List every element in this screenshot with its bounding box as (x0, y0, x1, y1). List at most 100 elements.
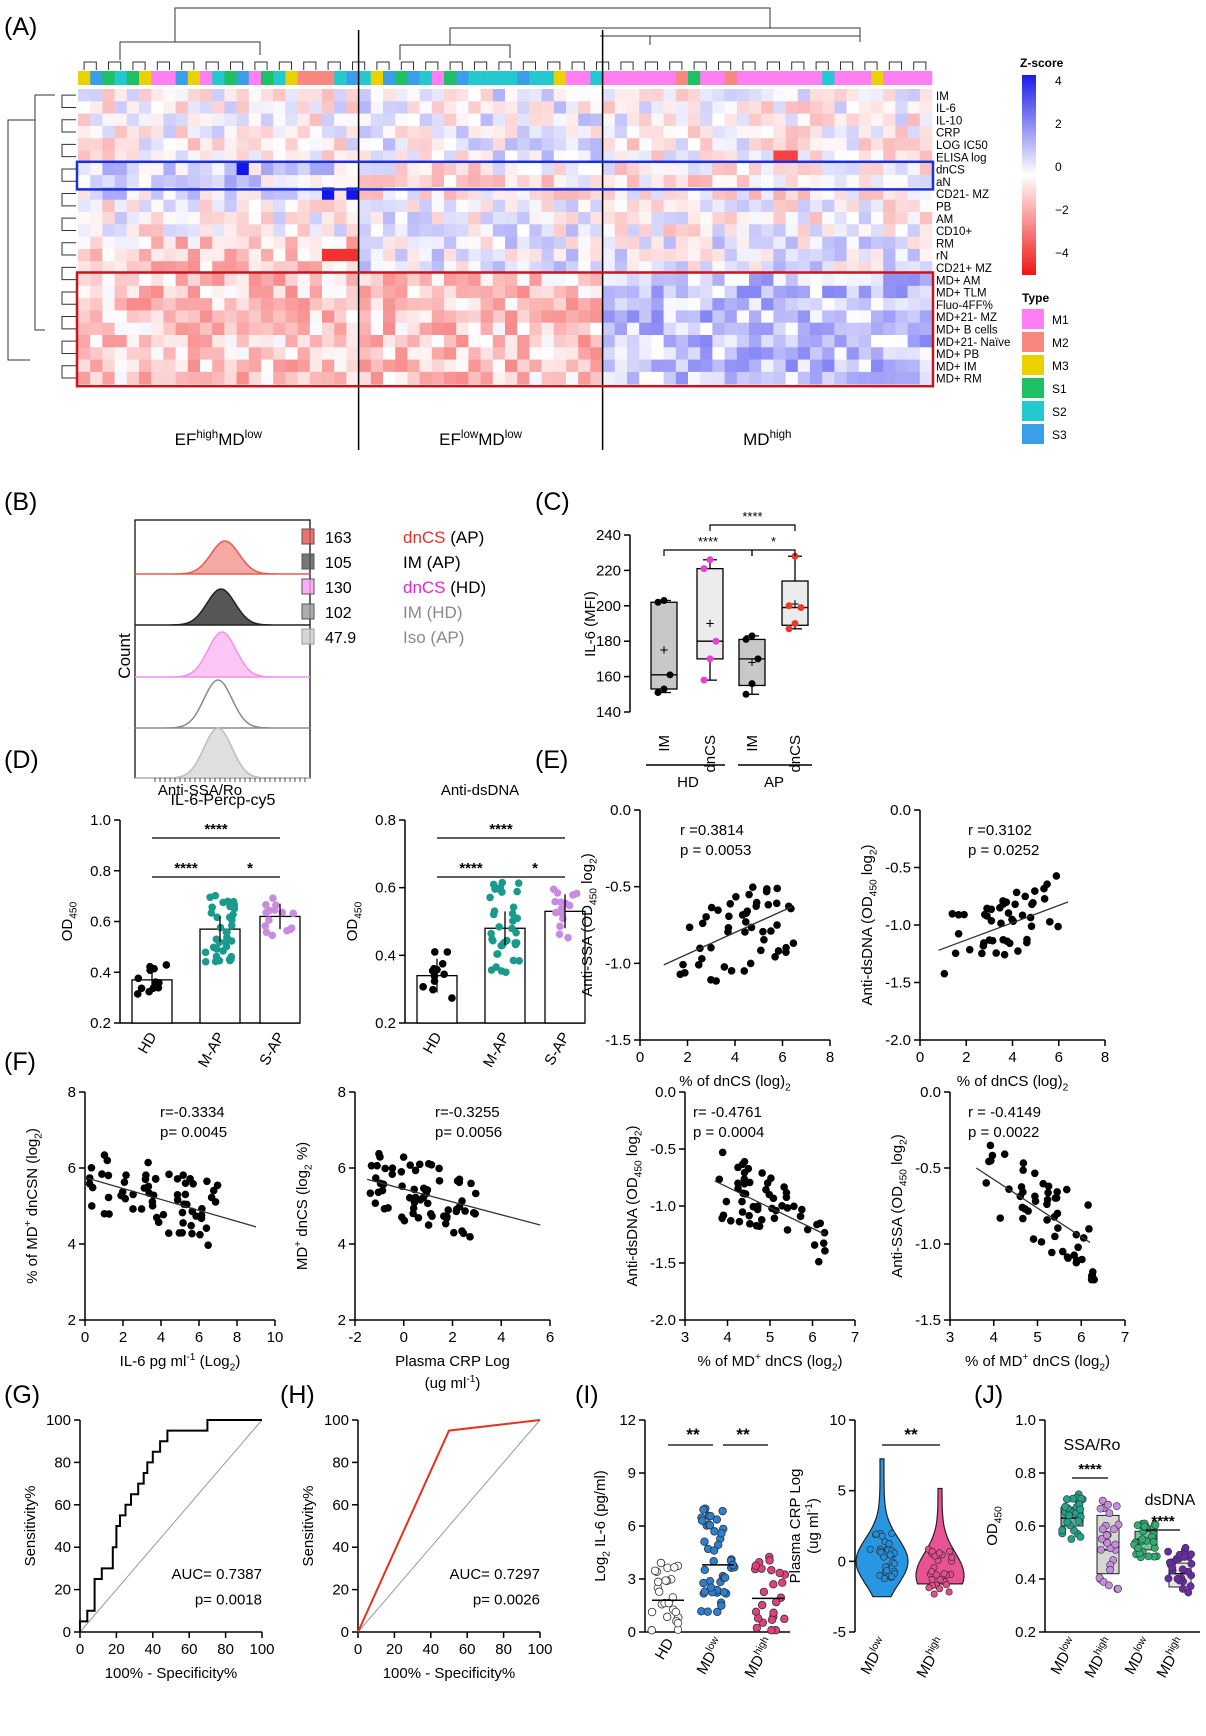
data-point (757, 1600, 767, 1610)
heatmap-cell (566, 89, 579, 102)
heatmap-cell (175, 101, 189, 114)
heatmap-cell (529, 273, 542, 287)
legend-value: 102 (325, 605, 352, 622)
y-tick-label: 40 (332, 1539, 349, 1556)
heatmap-cell (566, 273, 579, 287)
heatmap-cell (383, 212, 396, 225)
heatmap-cell (492, 248, 506, 262)
x-tick-label: 8 (233, 1329, 241, 1346)
data-point (700, 565, 708, 573)
heatmap-cell (822, 150, 835, 164)
heatmap-cell (688, 199, 701, 213)
heatmap-cell (175, 285, 189, 299)
heatmap-cell (602, 212, 616, 225)
heatmap-cell (907, 212, 921, 225)
heatmap-cell (322, 298, 335, 311)
heatmap-cell (822, 89, 835, 102)
heatmap-cell (78, 310, 91, 323)
heatmap-cell (566, 310, 579, 323)
heatmap-cell (761, 125, 774, 139)
dendrogram-branch (600, 35, 860, 45)
heatmap-cell (627, 310, 640, 323)
heatmap-cell (773, 261, 786, 274)
heatmap-cell (858, 212, 872, 225)
heatmap-cell (907, 224, 921, 237)
dendrogram-leaf (644, 61, 658, 70)
heatmap-cell (322, 261, 335, 274)
data-point (1019, 1159, 1028, 1167)
data-point (213, 913, 221, 922)
heatmap-cell (529, 125, 542, 139)
data-point (493, 884, 502, 893)
heatmap-cell (261, 236, 274, 250)
heatmap-cell (309, 322, 323, 336)
heatmap-cell (883, 322, 896, 336)
data-point (1105, 1509, 1114, 1517)
significance-label: **** (204, 821, 228, 838)
type-strip-cell (419, 71, 433, 85)
data-point (663, 1612, 672, 1622)
heatmap-cell (78, 371, 91, 385)
heatmap-cell (700, 138, 713, 151)
heatmap-cell (395, 125, 408, 139)
type-strip-cell (614, 71, 628, 85)
data-point (1004, 909, 1013, 917)
heatmap-cell (712, 212, 725, 225)
data-point (742, 918, 750, 926)
heatmap-cell (492, 175, 506, 188)
heatmap-cell (370, 273, 384, 287)
fit-line (663, 906, 793, 966)
type-strip-cell (688, 71, 701, 85)
heatmap-cell (822, 248, 835, 262)
type-strip-cell (212, 71, 225, 85)
panel-label-h: (H) (280, 1381, 315, 1409)
heatmap-cell (419, 248, 433, 262)
heatmap-cell (151, 298, 164, 311)
heatmap-cell (907, 199, 921, 213)
heatmap-cell (151, 162, 164, 176)
heatmap-cell (187, 138, 201, 151)
heatmap-cell (273, 212, 286, 225)
heatmap-cell (126, 224, 140, 237)
y-tick-label: 0.8 (375, 812, 396, 829)
x-tick-label: 60 (181, 1641, 198, 1658)
heatmap-cell (334, 212, 347, 225)
heatmap-cell (700, 236, 713, 250)
type-strip-cell (78, 71, 91, 85)
heatmap-cell (712, 359, 725, 373)
heatmap-cell (224, 138, 237, 151)
heatmap-cell (627, 273, 640, 287)
heatmap-cell (78, 236, 91, 250)
heatmap-cell (822, 335, 835, 348)
heatmap-cell (273, 335, 286, 348)
heatmap-cell (700, 199, 713, 213)
y-tick-label: 40 (54, 1539, 71, 1556)
heatmap-cell (139, 285, 152, 299)
type-strip-cell (431, 71, 445, 85)
heatmap-cell (90, 212, 103, 225)
heatmap-cell (200, 162, 213, 176)
heatmap-cell (236, 212, 250, 225)
heatmap-cell (175, 89, 189, 102)
data-point (262, 900, 270, 909)
type-strip-cell (907, 71, 921, 85)
heatmap-cell (651, 224, 664, 237)
heatmap-cell (187, 199, 201, 213)
data-point (738, 911, 747, 919)
data-point (1046, 918, 1054, 926)
heatmap-cell (175, 224, 189, 237)
heatmap-cell (114, 261, 128, 274)
dendrogram-leaf (693, 61, 707, 70)
heatmap-cell (883, 347, 896, 360)
type-strip-cell (456, 71, 469, 85)
heatmap-cell (151, 113, 164, 127)
heatmap-cell (614, 236, 628, 250)
heatmap-cell (566, 261, 579, 274)
heatmap-cell (163, 298, 176, 311)
heatmap-cell (248, 89, 262, 102)
heatmap-cell (407, 113, 420, 127)
heatmap-cell (578, 371, 591, 385)
heatmap-cell (212, 162, 225, 176)
heatmap-cell (700, 335, 713, 348)
data-point (1027, 922, 1036, 931)
